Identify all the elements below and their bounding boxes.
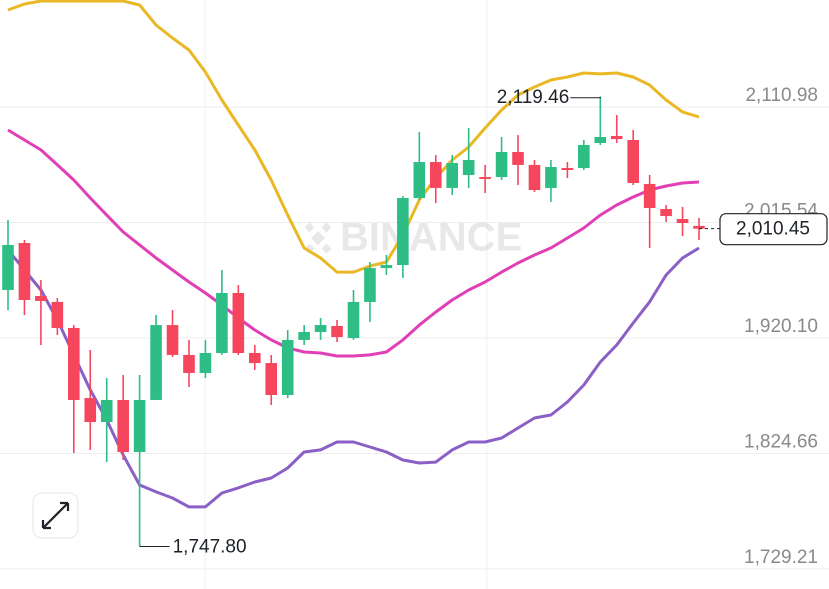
candle-body	[298, 331, 310, 340]
candle-body	[117, 399, 129, 453]
candle-body	[676, 219, 689, 224]
y-tick-label: 1,920.10	[744, 316, 818, 337]
low-label: 1,747.80	[173, 537, 247, 558]
candle-body	[84, 398, 97, 422]
candle-body	[643, 183, 656, 209]
last-price-label: 2,010.45	[736, 219, 810, 240]
candle-body	[479, 177, 491, 179]
candle-body	[2, 244, 14, 290]
candle-body	[100, 399, 113, 422]
candle-body	[578, 144, 590, 168]
candles	[2, 96, 705, 547]
expand-icon[interactable]	[41, 501, 70, 530]
candle-body	[495, 152, 508, 178]
expand-button[interactable]	[32, 492, 79, 539]
annotations: 2,119.46 1,747.80 2,010.45	[139, 87, 828, 558]
candle-body	[35, 296, 47, 301]
candle-body	[232, 292, 245, 354]
candle-body	[199, 353, 212, 373]
high-connector	[570, 96, 601, 99]
band-line	[6, 246, 700, 509]
candle-body	[331, 326, 343, 338]
candle-body	[627, 140, 639, 183]
candle-body	[51, 301, 64, 328]
candle-body	[364, 268, 376, 302]
y-tick-label: 1,824.66	[744, 432, 818, 453]
candle-body	[660, 209, 672, 217]
candle-body	[265, 363, 278, 396]
band-line	[7, 0, 700, 274]
last-price-box	[719, 213, 828, 246]
grid: 2,110.982,015.541,920.101,824.661,729.21	[0, 85, 829, 570]
candle-body	[693, 225, 705, 229]
candle-body	[462, 159, 475, 175]
watermark-text: BINANCE	[340, 216, 522, 260]
candle-body	[18, 243, 31, 301]
candle-body	[413, 162, 426, 198]
candle-body	[68, 327, 80, 400]
candle-body	[528, 164, 541, 190]
candle-body	[281, 339, 294, 396]
candle-body	[429, 162, 442, 188]
candle-body	[512, 152, 524, 165]
candle-body	[545, 167, 557, 188]
candle-body	[216, 292, 228, 354]
candle-body	[314, 325, 327, 332]
high-label: 2,119.46	[497, 87, 570, 108]
candle-body	[166, 325, 179, 355]
candle-body	[380, 265, 393, 269]
candle-body	[594, 136, 607, 144]
candle-body	[183, 354, 195, 373]
y-tick-label: 1,729.21	[744, 547, 818, 568]
candle-body	[248, 353, 261, 364]
candle-body	[610, 136, 623, 140]
candle-body	[347, 301, 360, 339]
candle-body	[133, 399, 146, 453]
candle-body	[446, 163, 459, 188]
band-line	[7, 128, 700, 358]
candle-body	[397, 197, 409, 266]
candle-body	[561, 167, 574, 171]
candle-body	[150, 325, 162, 400]
y-tick-label: 2,110.98	[745, 85, 818, 106]
